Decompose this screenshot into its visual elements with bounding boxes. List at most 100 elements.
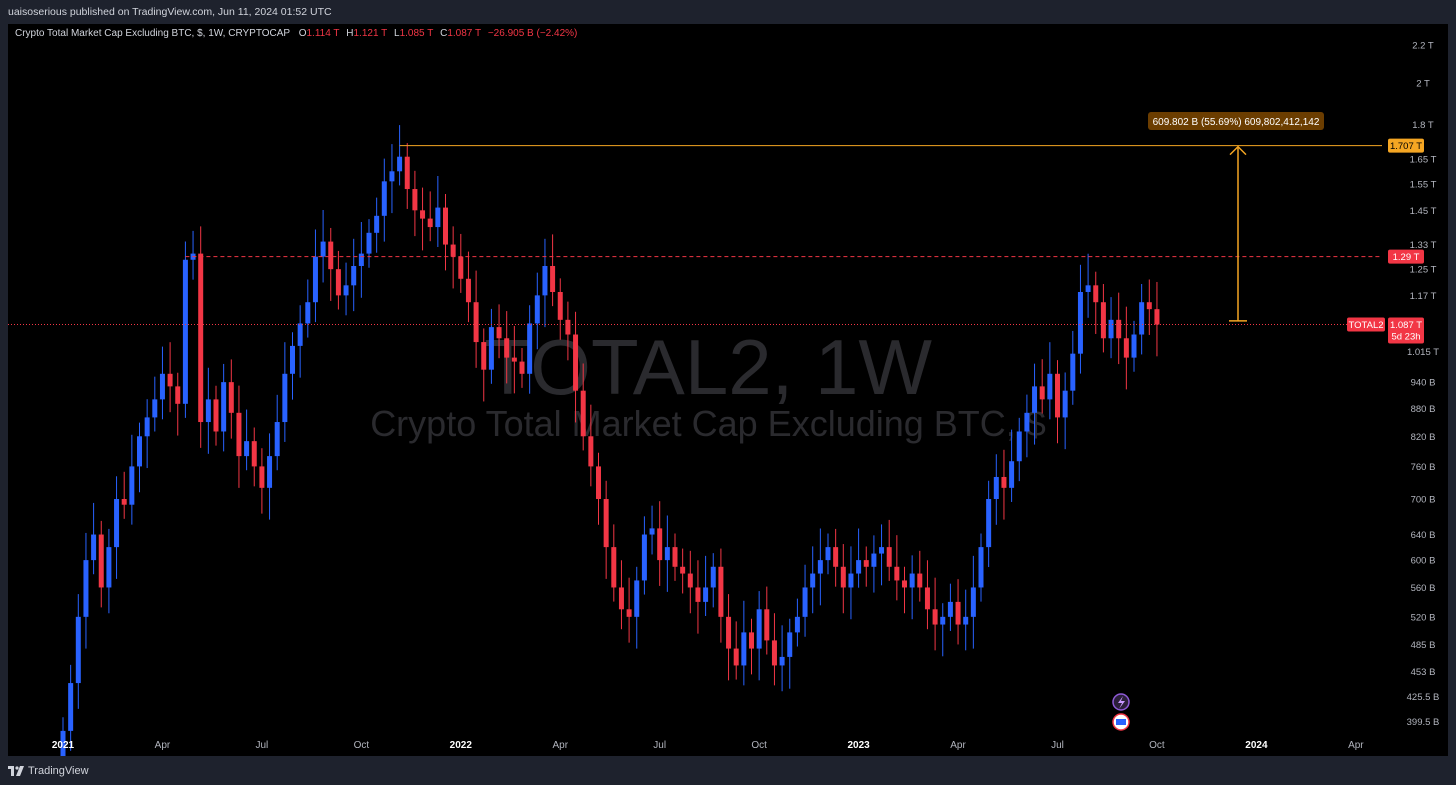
candle-body [955,601,961,625]
resistance-price-tag-box [1388,249,1424,264]
candle-body [779,656,785,666]
candle-body [993,476,999,500]
candle-body [710,566,716,588]
candle-body [335,269,341,296]
candle-body [435,207,441,228]
us-flag-icon-glyph [1116,719,1126,725]
candle-body [1154,309,1160,325]
candle-body [726,616,732,649]
candle-body [282,373,288,423]
candle-body [1077,292,1083,354]
candle-body [397,156,403,172]
y-tick-label: 940 B [1411,378,1436,389]
candle-body [894,566,900,581]
legend-title: Crypto Total Market Cap Excluding BTC, $… [15,28,290,39]
candle-body [1024,412,1030,432]
symbol-tag: TOTAL2 [1348,320,1383,331]
candle-body [182,259,188,404]
x-tick-label: Oct [751,740,767,751]
candle-body [320,241,326,257]
candle-body [557,292,563,320]
candle-body [259,466,265,488]
candle-body [106,547,112,588]
candle-body [565,319,571,335]
x-tick-label: Jul [256,740,269,751]
candle-body [60,730,66,756]
candle-body [343,285,349,296]
y-tick-label: 453 B [1411,667,1436,678]
candle-body [443,207,448,245]
candle-body [175,386,181,404]
tradingview-logo-icon [8,766,24,776]
candle-body [1047,373,1053,400]
candle-body [940,616,946,625]
candle-body [986,499,992,548]
resistance-price-tag: 1.29 T [1393,252,1420,263]
candle-body [481,342,487,370]
candle-body [611,547,617,588]
candle-body [389,171,395,182]
candle-body [703,587,709,602]
x-tick-label: Oct [354,740,370,751]
candle-body [580,390,586,437]
candle-body [381,181,387,216]
candle-body [932,609,938,625]
legend-high-label: H [346,28,354,39]
footer-brand-label: TradingView [28,765,89,777]
candle-body [328,241,334,270]
y-tick-label: 1.8 T [1412,120,1434,131]
candle-body [756,609,762,649]
y-tick-label: 425.5 B [1407,692,1440,703]
candle-body [963,616,969,625]
last-price-tag: 1.087 T [1390,320,1422,331]
chart-area[interactable]: TOTAL2, 1W Crypto Total Market Cap Exclud… [8,24,1448,756]
candle-body [924,587,930,610]
candle-body [374,215,380,233]
candle-body [947,601,953,617]
y-tick-label: 760 B [1411,462,1436,473]
candle-body [83,560,89,617]
candle-body [634,580,640,617]
candle-body [221,382,227,432]
ath-price-tag-box [1388,138,1424,153]
candle-body [504,338,510,358]
candle-body [274,422,280,457]
candle-body [412,189,418,211]
candle-body [825,547,831,561]
candle-body [1085,285,1091,293]
candle-body [1032,386,1038,413]
candle-body [649,528,655,535]
y-tick-label: 880 B [1411,404,1436,415]
candle-body [297,323,303,346]
x-tick-label: Jul [1051,740,1064,751]
y-tick-label: 399.5 B [1407,717,1440,728]
y-tick-label: 1.33 T [1410,240,1437,251]
countdown-tag: 5d 23h [1391,332,1420,343]
candle-body [1001,476,1007,488]
candle-body [794,616,800,633]
candle-body [833,547,839,567]
y-tick-label: 1.65 T [1410,155,1437,166]
measure-label: 609.802 B (55.69%) 609,802,412,142 [1153,117,1320,128]
y-tick-label: 2.2 T [1412,41,1434,52]
candle-body [511,357,517,362]
candle-body [1146,302,1152,310]
candle-body [1139,302,1145,335]
x-tick-label: 2021 [52,740,75,751]
legend-low-label: L [394,28,400,39]
symbol-legend: Crypto Total Market Cap Excluding BTC, $… [15,28,581,39]
candle-body [817,560,823,574]
candle-body [848,573,854,588]
candle-body [366,232,372,254]
candle-body [1131,334,1137,358]
y-tick-label: 520 B [1411,612,1436,623]
footer-brand[interactable]: TradingView [8,763,89,779]
legend-close-value: 1.087 T [447,28,482,39]
candle-body [213,399,219,432]
y-tick-label: 2 T [1416,78,1430,89]
ath-price-tag: 1.707 T [1390,141,1422,152]
candle-body [603,499,609,548]
y-tick-label: 1.55 T [1410,179,1437,190]
measure-label-box [1148,112,1324,130]
